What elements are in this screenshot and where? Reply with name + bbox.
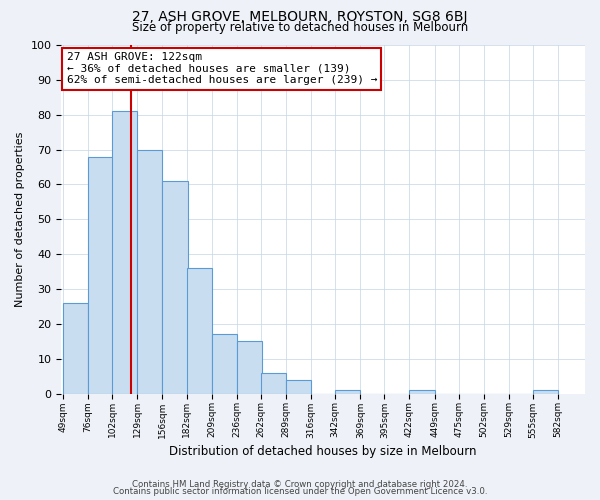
Bar: [409, 390, 434, 394]
Bar: [237, 342, 262, 394]
Bar: [112, 111, 137, 394]
Bar: [137, 150, 163, 394]
Text: 27 ASH GROVE: 122sqm
← 36% of detached houses are smaller (139)
62% of semi-deta: 27 ASH GROVE: 122sqm ← 36% of detached h…: [67, 52, 377, 85]
Bar: [88, 156, 113, 394]
Text: 27, ASH GROVE, MELBOURN, ROYSTON, SG8 6BJ: 27, ASH GROVE, MELBOURN, ROYSTON, SG8 6B…: [132, 10, 468, 24]
Bar: [63, 303, 88, 394]
Bar: [261, 372, 286, 394]
X-axis label: Distribution of detached houses by size in Melbourn: Distribution of detached houses by size …: [169, 444, 477, 458]
Bar: [335, 390, 360, 394]
Bar: [533, 390, 558, 394]
Bar: [163, 181, 188, 394]
Text: Contains HM Land Registry data © Crown copyright and database right 2024.: Contains HM Land Registry data © Crown c…: [132, 480, 468, 489]
Bar: [212, 334, 237, 394]
Bar: [187, 268, 212, 394]
Text: Size of property relative to detached houses in Melbourn: Size of property relative to detached ho…: [132, 22, 468, 35]
Bar: [286, 380, 311, 394]
Y-axis label: Number of detached properties: Number of detached properties: [15, 132, 25, 307]
Text: Contains public sector information licensed under the Open Government Licence v3: Contains public sector information licen…: [113, 488, 487, 496]
